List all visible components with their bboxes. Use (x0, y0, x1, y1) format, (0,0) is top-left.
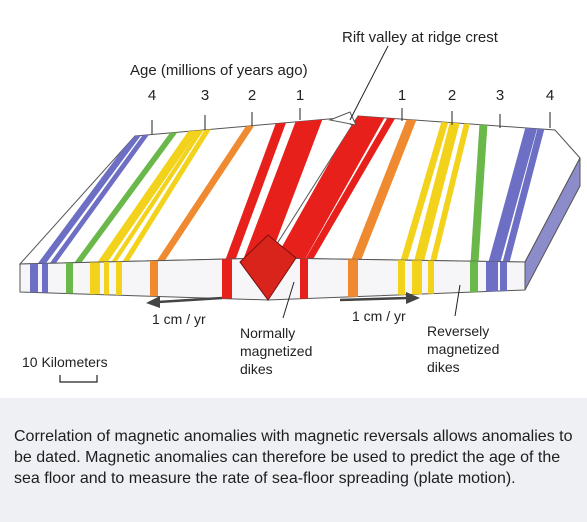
age-ticks (151, 108, 551, 134)
front-stripe-yellow (90, 262, 100, 295)
left-stripe-green (66, 122, 185, 264)
front-stripe-yellow (428, 260, 434, 294)
right-stripe-yellow (428, 116, 472, 262)
right-spreading-arrow (339, 292, 420, 304)
age-right-2: 2 (447, 87, 457, 104)
front-stripe-orange (348, 259, 358, 297)
front-stripe-yellow (104, 261, 109, 295)
front-stripe-red (300, 258, 308, 299)
rift-valley-notch (328, 111, 357, 126)
right-rate-label: 1 cm / yr (352, 308, 406, 324)
age-left-3: 3 (200, 87, 210, 104)
front-stripe-blue (42, 263, 48, 293)
front-stripe-blue (486, 261, 498, 292)
right-stripe-green (470, 116, 488, 262)
front-stripe-yellow (412, 260, 422, 295)
scale-label: 10 Kilometers (22, 354, 108, 370)
right-stripe-orange (348, 116, 420, 262)
age-right-3: 3 (495, 87, 505, 104)
left-stripe-red (240, 118, 326, 264)
seafloor-block-diagram (18, 45, 581, 383)
front-stripe-green (66, 262, 73, 294)
right-stripe-red (300, 116, 400, 262)
left-stripe-yellow (104, 119, 211, 264)
front-stripe-orange (150, 260, 158, 297)
left-stripe-red (222, 118, 290, 264)
left-stripe-blue (42, 125, 156, 264)
right-stripe-blue (500, 119, 547, 262)
figure-caption: Correlation of magnetic anomalies with m… (14, 428, 573, 487)
scale-bar (59, 375, 98, 383)
normal-dikes-label: Normally magnetized dikes (240, 325, 313, 377)
age-left-2: 2 (247, 87, 257, 104)
age-right-1: 1 (397, 87, 407, 104)
left-stripe-yellow (116, 118, 218, 264)
front-stripe-blue (500, 261, 507, 291)
age-left-4: 4 (147, 87, 157, 104)
right-stripe-yellow (398, 116, 451, 262)
reverse-dikes-leader-line (454, 284, 461, 317)
normal-dikes-leader-line (282, 281, 295, 319)
right-stripe-blue (486, 118, 540, 262)
right-stripe-red (270, 116, 390, 262)
rift-leader-line (349, 45, 389, 121)
right-plate (267, 115, 581, 263)
left-stripe-yellow (90, 120, 206, 264)
left-spreading-arrow (146, 296, 223, 308)
left-plate (18, 117, 361, 265)
right-stripe-yellow (412, 116, 462, 262)
left-stripe-orange (150, 118, 262, 264)
rift-valley-label: Rift valley at ridge crest (342, 29, 498, 46)
front-stripe-yellow (398, 260, 405, 295)
age-left-1: 1 (295, 87, 305, 104)
age-axis-title: Age (millions of years ago) (130, 62, 308, 79)
left-stripe-blue (30, 126, 148, 264)
reverse-dikes-label: Reversely magnetized dikes (427, 323, 500, 375)
front-stripe-red (222, 259, 232, 299)
left-rate-label: 1 cm / yr (152, 311, 206, 327)
block-front-face (19, 157, 581, 301)
age-right-4: 4 (545, 87, 555, 104)
front-stripe-green (470, 261, 478, 293)
front-stripe-yellow (116, 261, 122, 296)
caption-panel (0, 398, 587, 522)
front-stripe-blue (30, 263, 38, 293)
